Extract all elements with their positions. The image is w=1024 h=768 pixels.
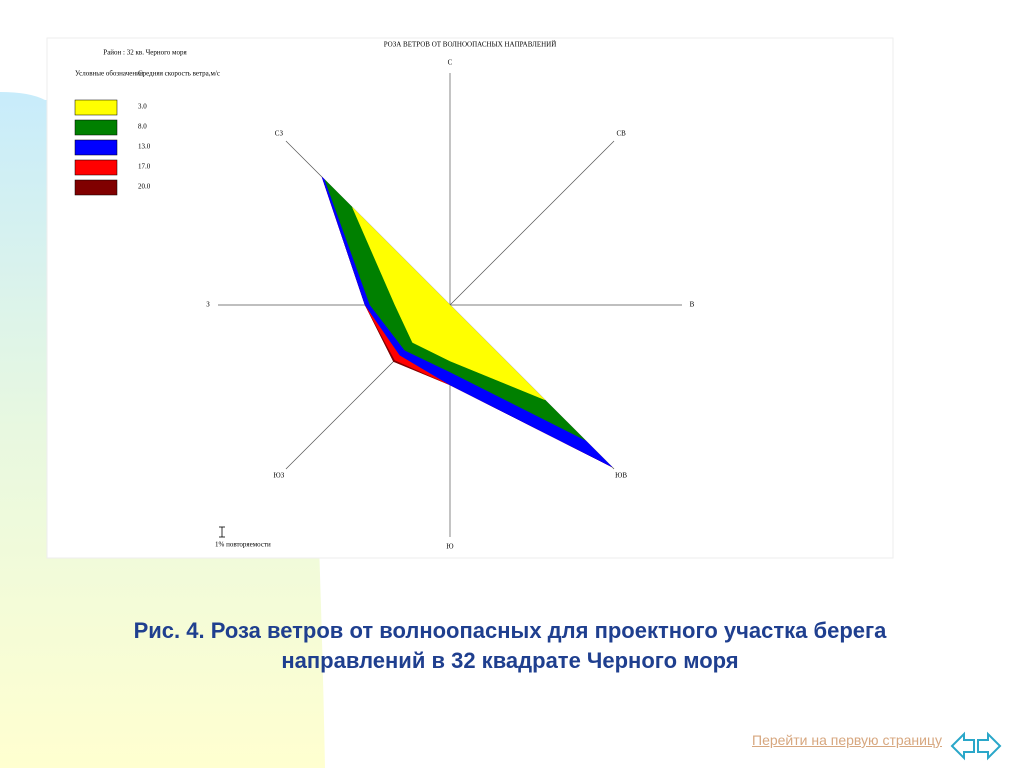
legend-swatch [74, 99, 118, 116]
legend-label: 20.0 [138, 183, 151, 191]
legend-label: 3.0 [138, 103, 147, 111]
legend-swatch [74, 119, 118, 136]
direction-label: С [448, 59, 453, 67]
caption: Рис. 4. Роза ветров от волноопасных для … [133, 618, 887, 673]
chart-title: РОЗА ВЕТРОВ ОТ ВОЛНООПАСНЫХ НАПРАВЛЕНИЙ [384, 41, 557, 49]
chart-subtitle: Район : 32 кв. Черного моря [103, 49, 187, 57]
legend-label: 17.0 [138, 163, 151, 171]
direction-label: В [690, 301, 695, 309]
scale-label: 1% повторяемости [215, 541, 271, 549]
legend-label: 8.0 [138, 123, 147, 131]
nav-arrows[interactable] [950, 728, 1002, 764]
legend-header: Условные обозначения [75, 70, 144, 78]
legend-swatch [74, 179, 118, 196]
legend-swatch [74, 139, 118, 156]
rose-polygon [352, 207, 545, 400]
direction-label: ЮВ [615, 472, 627, 480]
direction-label: ЮЗ [274, 472, 285, 480]
legend-header: Средняя скорость ветра,м/с [138, 70, 220, 78]
legend-swatch [74, 159, 118, 176]
direction-label: СВ [616, 129, 626, 137]
first-page-link[interactable]: Перейти на первую страницу [752, 732, 942, 748]
legend-label: 13.0 [138, 143, 151, 151]
direction-label: СЗ [275, 129, 284, 137]
direction-label: Ю [446, 543, 453, 551]
direction-label: З [206, 301, 210, 309]
chart-panel [46, 37, 894, 559]
